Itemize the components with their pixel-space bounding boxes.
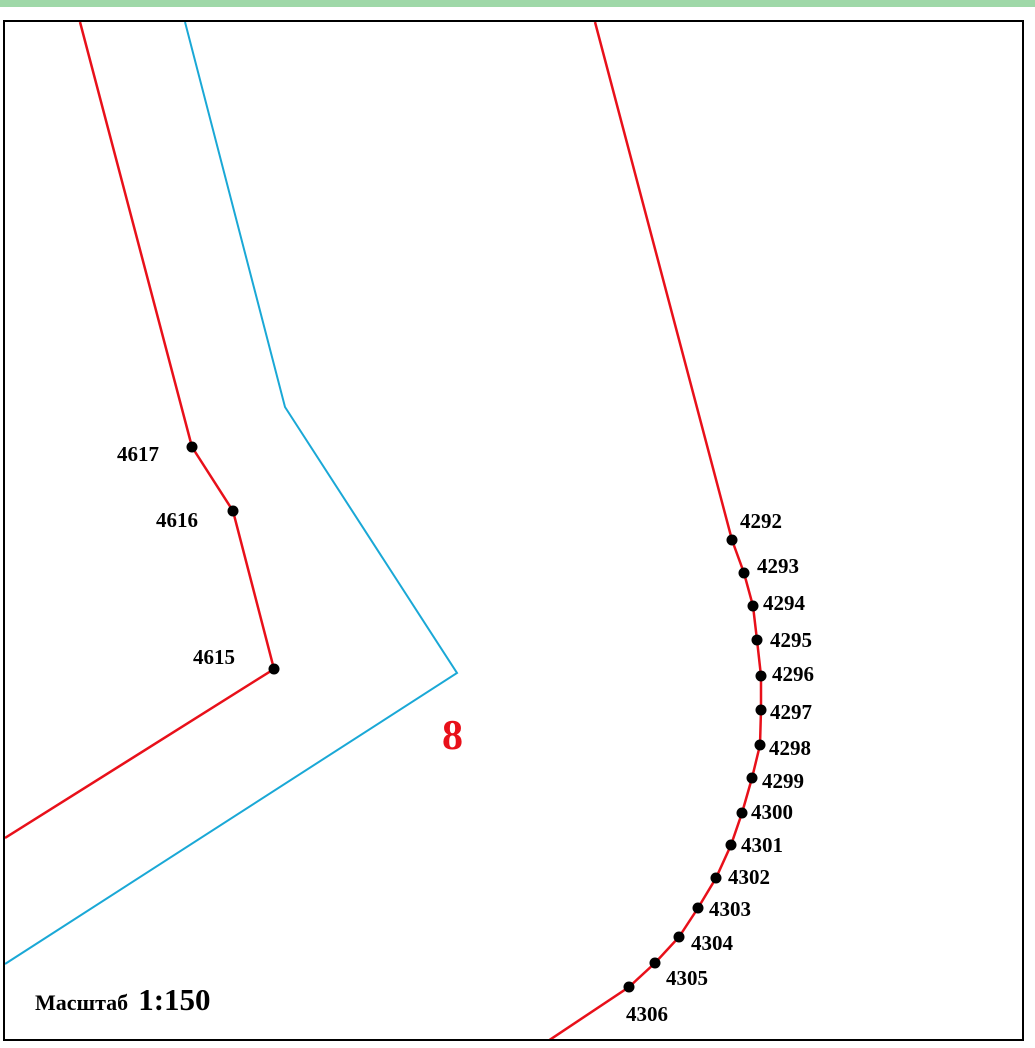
point-marker-4305 <box>649 957 661 969</box>
point-label-4295: 4295 <box>770 628 812 652</box>
scale-label: Масштаб 1:150 <box>35 982 211 1017</box>
point-label-4303: 4303 <box>709 897 751 921</box>
scale-word: Масштаб <box>35 990 128 1015</box>
map-frame: 4617 4616 4615 4292 4293 4294 4295 4296 … <box>3 20 1024 1041</box>
point-marker-4293 <box>738 567 750 579</box>
point-label-4301: 4301 <box>741 833 783 857</box>
point-label-4294: 4294 <box>763 591 806 615</box>
point-label-4305: 4305 <box>666 966 708 990</box>
point-label-4292: 4292 <box>740 509 782 533</box>
point-label-4300: 4300 <box>751 800 793 824</box>
point-marker-4301 <box>725 839 737 851</box>
point-label-4302: 4302 <box>728 865 770 889</box>
point-marker-4296 <box>755 670 767 682</box>
point-label-4615: 4615 <box>193 645 235 669</box>
point-marker-4616 <box>227 505 239 517</box>
point-label-4306: 4306 <box>626 1002 668 1026</box>
point-marker-4302 <box>710 872 722 884</box>
point-marker-4300 <box>736 807 748 819</box>
point-marker-4294 <box>747 600 759 612</box>
boundary-points <box>186 441 767 993</box>
scale-value: 1:150 <box>138 982 210 1017</box>
point-marker-4295 <box>751 634 763 646</box>
top-color-strip <box>0 0 1035 7</box>
point-label-4298: 4298 <box>769 736 811 760</box>
point-label-4617: 4617 <box>117 442 159 466</box>
point-labels: 4617 4616 4615 4292 4293 4294 4295 4296 … <box>117 442 814 1026</box>
point-marker-4617 <box>186 441 198 453</box>
parcel-number-label: 8 <box>442 713 463 759</box>
point-marker-4297 <box>755 704 767 716</box>
point-marker-4298 <box>754 739 766 751</box>
red-boundary-line-left <box>5 22 276 840</box>
point-marker-4299 <box>746 772 758 784</box>
point-label-4616: 4616 <box>156 508 198 532</box>
point-label-4296: 4296 <box>772 662 814 686</box>
point-marker-4615 <box>268 663 280 675</box>
point-marker-4292 <box>726 534 738 546</box>
point-label-4299: 4299 <box>762 769 804 793</box>
point-marker-4304 <box>673 931 685 943</box>
point-marker-4306 <box>623 981 635 993</box>
point-label-4304: 4304 <box>691 931 734 955</box>
blue-boundary-line <box>5 22 459 965</box>
point-label-4293: 4293 <box>757 554 799 578</box>
point-marker-4303 <box>692 902 704 914</box>
cadastral-map: 4617 4616 4615 4292 4293 4294 4295 4296 … <box>5 22 814 1039</box>
point-label-4297: 4297 <box>770 700 812 724</box>
